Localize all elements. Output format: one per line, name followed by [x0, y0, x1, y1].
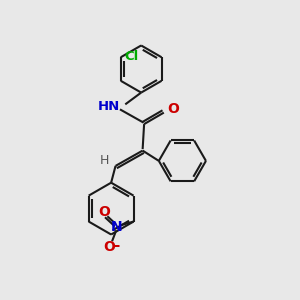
Text: O: O — [103, 240, 116, 254]
Text: O: O — [98, 205, 110, 218]
Text: HN: HN — [98, 100, 120, 113]
Text: Cl: Cl — [124, 50, 139, 63]
Text: N: N — [111, 220, 123, 234]
Text: -: - — [113, 238, 119, 253]
Text: H: H — [100, 154, 109, 167]
Text: O: O — [167, 102, 179, 116]
